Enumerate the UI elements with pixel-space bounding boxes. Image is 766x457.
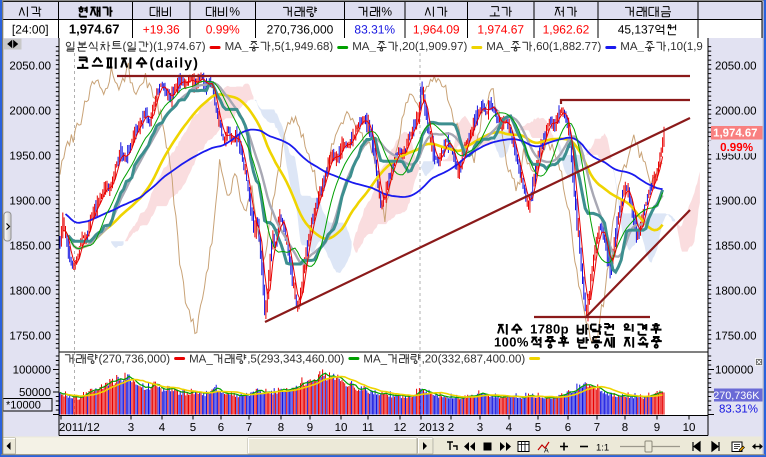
svg-text:MA_: MA_: [189, 354, 213, 366]
svg-text:1750.00: 1750.00: [715, 331, 757, 343]
svg-text:1:1: 1:1: [596, 443, 609, 454]
svg-text:MA_: MA_: [225, 41, 249, 53]
svg-text:[24:00]: [24:00]: [12, 23, 49, 37]
svg-text:,5(293,343,460.00): ,5(293,343,460.00): [247, 354, 344, 366]
svg-text:270,736,000: 270,736,000: [267, 23, 334, 37]
svg-text:270,736K: 270,736K: [713, 390, 760, 402]
svg-text:8: 8: [278, 422, 284, 434]
svg-text:9: 9: [654, 422, 660, 434]
svg-text:12: 12: [394, 422, 407, 434]
svg-text:1,974.67: 1,974.67: [69, 22, 120, 37]
svg-text:(daily): (daily): [150, 55, 200, 71]
svg-text:11: 11: [362, 422, 374, 434]
svg-text:%: %: [381, 5, 392, 19]
svg-text:1800.00: 1800.00: [715, 286, 757, 298]
svg-text:83.31%: 83.31%: [354, 23, 395, 37]
svg-text:6: 6: [218, 422, 224, 434]
svg-text:5: 5: [190, 422, 196, 434]
svg-text:4: 4: [159, 422, 166, 434]
svg-text:MA_: MA_: [352, 41, 376, 53]
svg-text:,20(332,687,400.00): ,20(332,687,400.00): [422, 354, 526, 366]
svg-text:)(1,974.67): )(1,974.67): [149, 41, 205, 53]
svg-text:1,974.67: 1,974.67: [713, 128, 757, 140]
svg-text:10: 10: [683, 422, 696, 434]
svg-text:5: 5: [535, 422, 541, 434]
svg-text:83.31%: 83.31%: [719, 404, 758, 416]
svg-text:*10000: *10000: [6, 400, 41, 412]
svg-text:2000.00: 2000.00: [715, 106, 757, 118]
svg-text:2013: 2013: [419, 422, 445, 434]
svg-text:(270,736,000): (270,736,000): [99, 354, 171, 366]
svg-text:,60(1,882.77): ,60(1,882.77): [533, 41, 602, 53]
svg-text:1850.00: 1850.00: [715, 241, 757, 253]
svg-text:100000: 100000: [13, 365, 51, 377]
svg-text:1800.00: 1800.00: [9, 286, 51, 298]
svg-text:1750.00: 1750.00: [9, 331, 51, 343]
svg-text:,10(1,9: ,10(1,9: [667, 41, 703, 53]
svg-text:1950.00: 1950.00: [9, 151, 51, 163]
svg-text:1,962.62: 1,962.62: [543, 23, 590, 37]
svg-text:A: A: [544, 448, 549, 455]
svg-text:(: (: [123, 41, 127, 53]
svg-text:,5(1,949.68): ,5(1,949.68): [271, 41, 333, 53]
svg-text:2011/12: 2011/12: [59, 422, 100, 434]
svg-text:0.99%: 0.99%: [206, 23, 240, 37]
svg-text:2000.00: 2000.00: [9, 106, 51, 118]
svg-text:1,974.67: 1,974.67: [477, 23, 524, 37]
svg-text:3: 3: [128, 422, 134, 434]
svg-text:1900.00: 1900.00: [9, 196, 51, 208]
svg-text:9: 9: [307, 422, 313, 434]
svg-text:0.99%: 0.99%: [720, 141, 753, 154]
svg-text:1850.00: 1850.00: [9, 241, 51, 253]
svg-text:6: 6: [565, 422, 571, 434]
svg-text:%: %: [229, 5, 240, 19]
svg-text:2050.00: 2050.00: [715, 61, 757, 73]
svg-text:MA_: MA_: [363, 354, 387, 366]
svg-text:8: 8: [622, 422, 628, 434]
svg-text:50000: 50000: [19, 387, 51, 399]
svg-text:2050.00: 2050.00: [9, 61, 51, 73]
svg-text:+19.36: +19.36: [143, 23, 180, 37]
svg-text:,20(1,909.97): ,20(1,909.97): [399, 41, 468, 53]
svg-text:100%: 100%: [494, 335, 529, 350]
svg-text:3: 3: [477, 422, 483, 434]
svg-text:1780p: 1780p: [530, 322, 569, 337]
svg-text:2: 2: [448, 422, 454, 434]
svg-text:MA_: MA_: [620, 41, 644, 53]
svg-text:1900.00: 1900.00: [715, 196, 757, 208]
svg-text:4: 4: [506, 422, 513, 434]
svg-text:7: 7: [594, 422, 600, 434]
svg-text:1950.00: 1950.00: [715, 151, 757, 163]
svg-text:100000: 100000: [715, 365, 753, 377]
svg-text:1,964.09: 1,964.09: [413, 23, 460, 37]
svg-text:45,137: 45,137: [618, 23, 655, 37]
svg-text:7: 7: [246, 422, 252, 434]
svg-text:MA_: MA_: [486, 41, 510, 53]
svg-text:10: 10: [335, 422, 348, 434]
